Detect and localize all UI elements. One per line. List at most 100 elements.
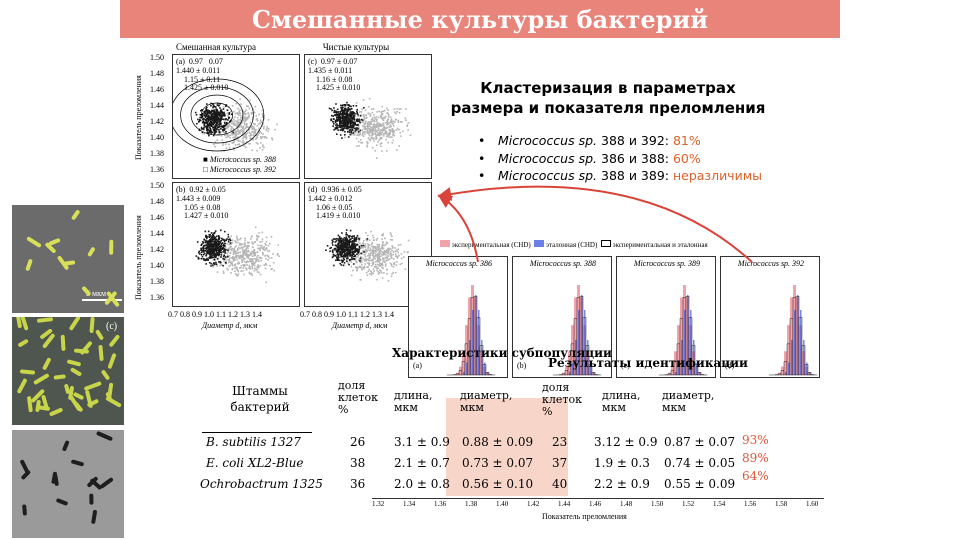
- bullet-item: Micrococcus sp. 388 и 389: неразличимы: [478, 167, 762, 185]
- scatter-panel-c: (c) 0.97 ± 0.07 1.435 ± 0.011 1.16 ± 0.0…: [304, 54, 432, 179]
- panel-annotation: (a) 0.97 0.07 1.440 ± 0.011 1.15 ± 0.11 …: [176, 57, 229, 93]
- col-length: длина, мкм: [394, 389, 433, 415]
- y-tick-label: 1.40: [150, 133, 164, 142]
- col-title-pure: Чистые культуры: [322, 42, 390, 52]
- table-rule: [202, 432, 312, 433]
- x-tick-label: 1.36: [434, 500, 447, 508]
- col-share2: доля клеток %: [542, 381, 582, 419]
- histogram-panel-388: Micrococcus sp. 388 (b): [512, 256, 612, 378]
- refractive-index-axis: 1.32 1.34 1.36 1.38 1.40 1.42 1.44 1.46 1.48 1.50…: [372, 498, 824, 538]
- histogram-bars: [768, 285, 818, 376]
- match-percent: 93%: [742, 433, 769, 447]
- photo-tag: (c): [106, 321, 118, 332]
- x-axis-label-left: Диаметр d, мкм: [202, 321, 258, 330]
- bullet-item: Micrococcus sp. 388 и 392: 81%: [478, 132, 762, 150]
- arrow-1: [437, 194, 479, 263]
- results-heading: Результаты идентификации: [548, 356, 748, 370]
- histogram-tag: (b): [517, 361, 527, 370]
- histogram-figure: экспериментальная (CHD) эталонная (CHD) …: [400, 238, 830, 388]
- x-tick-label: 1.34: [403, 500, 416, 508]
- clustering-heading: Кластеризация в параметрах размера и пок…: [450, 79, 766, 118]
- scatter-panel-a: (a) 0.97 0.07 1.440 ± 0.011 1.15 ± 0.11 …: [172, 54, 300, 179]
- y-tick-label: 1.36: [150, 165, 164, 174]
- page-title: Смешанные культуры бактерий: [251, 4, 709, 34]
- x-tick-label: 1.42: [527, 500, 540, 508]
- scatter-cloud: [195, 226, 280, 284]
- col-strains: Штаммы бактерий: [230, 384, 290, 414]
- x-tick-label: 1.50: [651, 500, 664, 508]
- x-tick-label: 1.48: [620, 500, 633, 508]
- y-tick-label: 1.36: [150, 293, 164, 302]
- y-tick-label: 1.42: [150, 117, 164, 126]
- match-percent: 89%: [742, 451, 769, 465]
- x-tick-label: 1.46: [589, 500, 602, 508]
- microscopy-photo-2: (c): [12, 317, 124, 425]
- y-tick-label: 1.48: [150, 197, 164, 206]
- panel-annotation: (d) 0.936 ± 0.05 1.442 ± 0.012 1.06 ± 0.…: [308, 185, 362, 221]
- x-axis-label-right: Диаметр d, мкм: [332, 321, 388, 330]
- x-tick-label: 1.52: [682, 500, 695, 508]
- x-tick-label: 1.44: [558, 500, 571, 508]
- histogram-tag: (d): [725, 361, 735, 370]
- table-row-strain: Ochrobactrum 1325: [200, 477, 323, 491]
- x-tick-label: 1.58: [775, 500, 788, 508]
- x-ticks-left: 0.7 0.8 0.9 1.0 1.1 1.2 1.3 1.4: [168, 310, 262, 319]
- microscopy-photo-1: 5 мкм: [12, 205, 124, 313]
- y-tick-label: 1.50: [150, 181, 164, 190]
- x-ticks-right: 0.7 0.8 0.9 1.0 1.1 1.2 1.3 1.4: [300, 310, 394, 319]
- col-diam2: диаметр, мкм: [662, 389, 715, 415]
- x-tick-label: 1.60: [806, 500, 819, 508]
- y-tick-label: 1.50: [150, 53, 164, 62]
- characteristics-heading: Характеристики субпопуляции: [392, 346, 612, 360]
- panel-annotation: (c) 0.97 ± 0.07 1.435 ± 0.011 1.16 ± 0.0…: [308, 57, 361, 93]
- scatter-cloud: [325, 229, 410, 282]
- match-percent: 64%: [742, 469, 769, 483]
- y-tick-label: 1.42: [150, 245, 164, 254]
- y-tick-label: 1.44: [150, 229, 164, 238]
- scale-bar: [82, 299, 122, 301]
- histogram-tag: (c): [621, 361, 630, 370]
- scatter-legend: ■ Micrococcus sp. 388 □ Micrococcus sp. 3…: [203, 155, 276, 174]
- scatter-figure: Смешанная культура Чистые культуры Показ…: [132, 42, 432, 332]
- scale-label: 5 мкм: [86, 289, 107, 298]
- histogram-bars: [552, 285, 602, 376]
- bullet-item: Micrococcus sp. 386 и 388: 60%: [478, 150, 762, 168]
- arrow-2: [437, 185, 753, 263]
- histogram-legend: экспериментальная (CHD) эталонная (CHD) …: [440, 240, 708, 249]
- y-tick-label: 1.38: [150, 277, 164, 286]
- y-tick-label: 1.48: [150, 69, 164, 78]
- histogram-panel-386: Micrococcus sp. 386 (a): [408, 256, 508, 378]
- histogram-bars: [446, 285, 496, 376]
- col-title-mixed: Смешанная культура: [175, 42, 257, 52]
- histogram-bars: [658, 285, 708, 376]
- table-row-strain: E. coli XL2-Blue: [206, 456, 304, 470]
- scatter-cloud: [173, 78, 278, 159]
- bottom-axis-label: Показатель преломления: [542, 512, 627, 521]
- y-tick-label: 1.46: [150, 85, 164, 94]
- scatter-panel-b: (b) 0.92 ± 0.05 1.443 ± 0.009 1.05 ± 0.0…: [172, 182, 300, 307]
- scatter-cloud: [328, 97, 412, 159]
- histogram-tag: (a): [413, 361, 422, 370]
- y-tick-label: 1.38: [150, 149, 164, 158]
- x-tick-label: 1.38: [465, 500, 478, 508]
- panel-annotation: (b) 0.92 ± 0.05 1.443 ± 0.009 1.05 ± 0.0…: [176, 185, 229, 221]
- y-tick-label: 1.44: [150, 101, 164, 110]
- strains-table: Штаммы бактерий доля клеток % длина, мкм…: [198, 378, 820, 498]
- col-length2: длина, мкм: [602, 389, 641, 415]
- y-tick-label: 1.40: [150, 261, 164, 270]
- title-bar: Смешанные культуры бактерий: [120, 0, 840, 38]
- highlight-region: [446, 398, 568, 496]
- histogram-panel-392: Micrococcus sp. 392 (d): [720, 256, 820, 378]
- histogram-panel-389: Micrococcus sp. 389 (c): [616, 256, 716, 378]
- col-diam: диаметр, мкм: [460, 389, 513, 415]
- x-tick-label: 1.56: [744, 500, 757, 508]
- microscopy-photo-3: [12, 430, 124, 538]
- x-tick-label: 1.32: [372, 500, 385, 508]
- result-bullets: Micrococcus sp. 388 и 392: 81% Micrococc…: [478, 132, 762, 185]
- x-tick-label: 1.54: [713, 500, 726, 508]
- table-row-strain: B. subtilis 1327: [206, 435, 301, 449]
- x-tick-label: 1.40: [496, 500, 509, 508]
- col-share: доля клеток %: [338, 379, 378, 417]
- y-tick-label: 1.46: [150, 213, 164, 222]
